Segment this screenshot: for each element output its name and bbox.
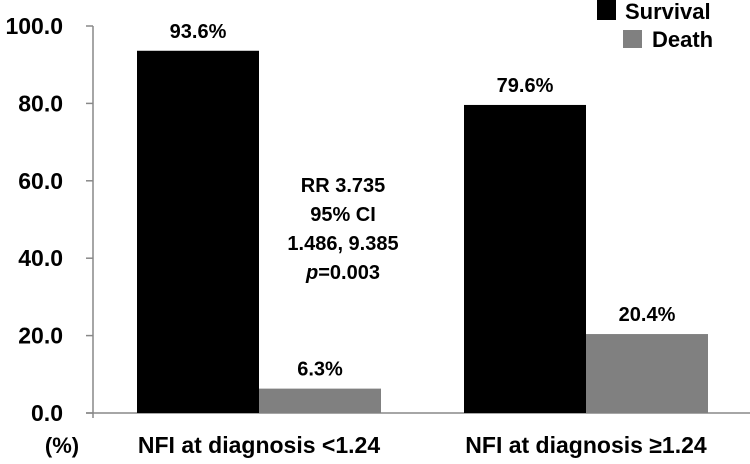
y-tick-label: 60.0 <box>18 168 63 194</box>
data-label: 20.4% <box>619 304 676 326</box>
x-category-label: NFI at diagnosis <1.24 <box>138 432 380 458</box>
y-tick-label: 0.0 <box>31 400 63 426</box>
legend-swatch-survival <box>597 0 616 20</box>
bar-survival <box>137 50 259 413</box>
legend-label-survival: Survival <box>625 0 711 24</box>
annotation-p-value: p=0.003 <box>305 262 380 284</box>
p-value: =0.003 <box>318 262 380 284</box>
legend-label-death: Death <box>652 27 713 52</box>
bar-death <box>586 334 708 413</box>
y-tick-label: 80.0 <box>18 90 63 116</box>
y-tick-label: 40.0 <box>18 245 63 271</box>
y-axis-label: (%) <box>45 433 79 458</box>
legend-swatch-death <box>623 30 642 48</box>
p-symbol: p <box>305 262 318 284</box>
annotation-line-3: 1.486, 9.385 <box>287 233 398 255</box>
data-label: 93.6% <box>170 21 227 43</box>
bar-death <box>259 388 381 413</box>
annotation-line-1: RR 3.735 <box>301 175 386 197</box>
y-tick-label: 100.0 <box>5 13 63 39</box>
annotation-line-2: 95% CI <box>310 204 376 226</box>
x-category-label: NFI at diagnosis ≥1.24 <box>465 432 707 458</box>
y-tick-label: 20.0 <box>18 323 63 349</box>
data-label: 79.6% <box>497 75 554 97</box>
data-label: 6.3% <box>297 359 343 381</box>
bar-survival <box>464 104 586 413</box>
